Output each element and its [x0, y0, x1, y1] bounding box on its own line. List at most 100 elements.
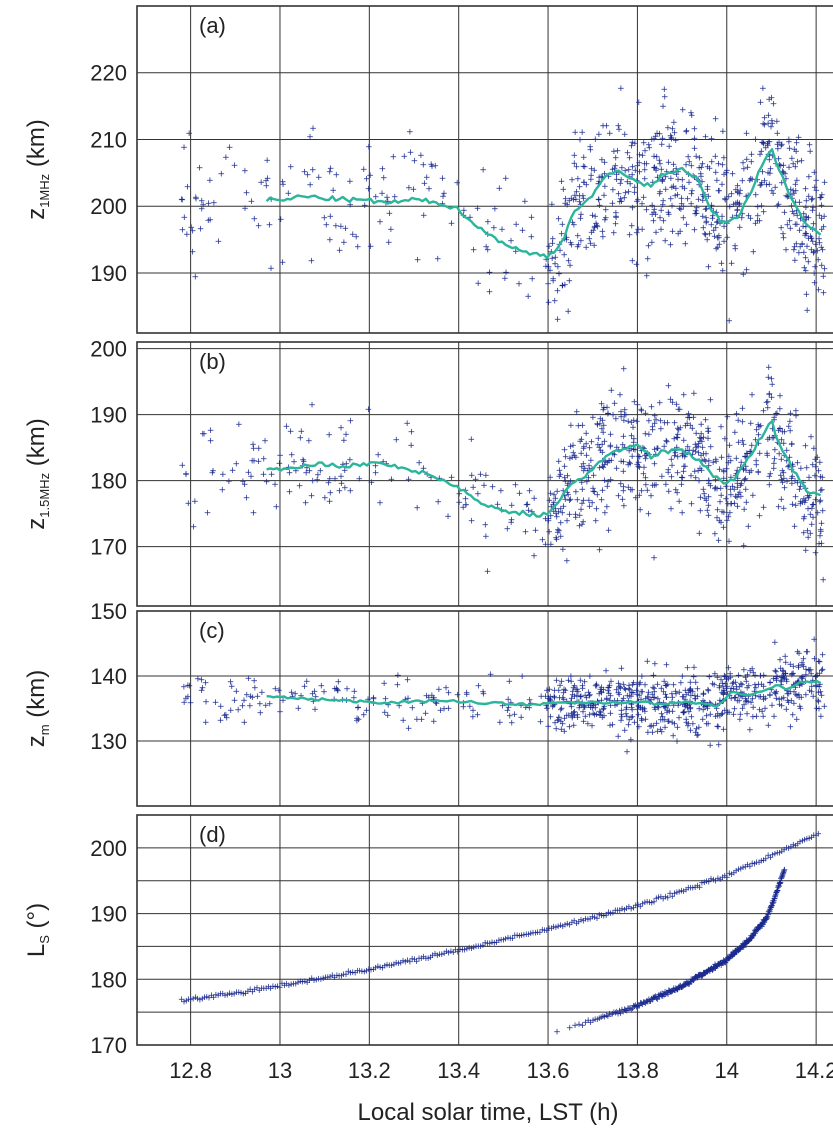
scatter-point: + [749, 712, 757, 722]
scatter-point: + [763, 913, 771, 923]
scatter-point: + [659, 197, 667, 207]
scatter-point: + [618, 706, 626, 716]
scatter-point: + [687, 978, 695, 988]
scatter-point: + [714, 234, 722, 244]
scatter-point: + [360, 711, 368, 721]
scatter-point: + [638, 486, 646, 496]
scatter-point: + [619, 680, 627, 690]
scatter-point: + [778, 179, 786, 189]
scatter-point: + [815, 539, 823, 549]
scatter-point: + [705, 511, 713, 521]
scatter-point: + [693, 724, 701, 734]
scatter-point: + [554, 716, 562, 726]
scatter-point: + [669, 125, 677, 135]
scatter-point: + [634, 1001, 642, 1011]
scatter-point: + [697, 451, 705, 461]
scatter-point: + [581, 691, 589, 701]
scatter-point: + [579, 191, 587, 201]
scatter-point: + [765, 111, 773, 121]
scatter-point: + [634, 452, 642, 462]
scatter-point: + [626, 458, 634, 468]
scatter-point: + [622, 705, 630, 715]
scatter-point: + [658, 140, 666, 150]
scatter-point: + [598, 911, 606, 921]
scatter-point: + [721, 872, 729, 882]
scatter-point: + [718, 508, 726, 518]
scatter-point: + [624, 149, 632, 159]
scatter-point: + [333, 686, 341, 696]
scatter-point: + [703, 506, 711, 516]
scatter-point: + [488, 938, 496, 948]
scatter-point: + [688, 111, 696, 121]
scatter-point: + [595, 173, 603, 183]
scatter-point: + [768, 186, 776, 196]
scatter-point: + [565, 196, 573, 206]
scatter-point: + [816, 669, 824, 679]
scatter-point: + [648, 135, 656, 145]
scatter-point: + [684, 703, 692, 713]
scatter-point: + [577, 692, 585, 702]
scatter-point: + [520, 931, 528, 941]
scatter-point: + [731, 428, 739, 438]
scatter-point: + [751, 859, 759, 869]
scatter-point: + [404, 956, 412, 966]
scatter-point: + [586, 502, 594, 512]
scatter-point: + [720, 956, 728, 966]
scatter-point: + [376, 218, 384, 228]
scatter-point: + [734, 697, 742, 707]
scatter-point: + [818, 691, 826, 701]
scatter-point: + [731, 693, 739, 703]
scatter-point: + [731, 705, 739, 715]
scatter-point: + [524, 500, 532, 510]
scatter-point: + [782, 669, 790, 679]
scatter-point: + [771, 183, 779, 193]
scatter-point: + [604, 477, 612, 487]
scatter-point: + [798, 674, 806, 684]
scatter-point: + [812, 463, 820, 473]
scatter-point: + [747, 214, 755, 224]
scatter-point: + [184, 681, 192, 691]
scatter-point: + [621, 166, 629, 176]
scatter-point: + [793, 176, 801, 186]
scatter-point: + [705, 457, 713, 467]
scatter-point: + [559, 185, 567, 195]
scatter-point: + [596, 201, 604, 211]
scatter-point: + [693, 973, 701, 983]
scatter-point: + [793, 239, 801, 249]
scatter-point: + [700, 223, 708, 233]
scatter-point: + [680, 692, 688, 702]
scatter-point: + [734, 188, 742, 198]
scatter-point: + [733, 685, 741, 695]
scatter-point: + [779, 871, 787, 881]
scatter-point: + [187, 223, 195, 233]
scatter-point: + [658, 989, 666, 999]
scatter-point: + [643, 997, 651, 1007]
scatter-point: + [723, 219, 731, 229]
scatter-point: + [810, 219, 818, 229]
scatter-point: + [700, 700, 708, 710]
scatter-point: + [617, 457, 625, 467]
scatter-point: + [654, 173, 662, 183]
scatter-point: + [783, 221, 791, 231]
scatter-point: + [726, 691, 734, 701]
scatter-point: + [606, 1010, 614, 1020]
scatter-point: + [809, 225, 817, 235]
scatter-point: + [597, 1013, 605, 1023]
scatter-point: + [662, 681, 670, 691]
scatter-point: + [297, 977, 305, 987]
scatter-point: + [642, 694, 650, 704]
scatter-point: + [743, 696, 751, 706]
scatter-point: + [645, 140, 653, 150]
scatter-point: + [779, 467, 787, 477]
scatter-point: + [598, 688, 606, 698]
scatter-point: + [653, 444, 661, 454]
scatter-point: + [311, 687, 319, 697]
scatter-point: + [631, 397, 639, 407]
scatter-point: + [687, 704, 695, 714]
scatter-point: + [583, 477, 591, 487]
scatter-point: + [711, 962, 719, 972]
scatter-point: + [440, 705, 448, 715]
scatter-point: + [779, 667, 787, 677]
scatter-point: + [703, 967, 711, 977]
scatter-point: + [564, 920, 572, 930]
